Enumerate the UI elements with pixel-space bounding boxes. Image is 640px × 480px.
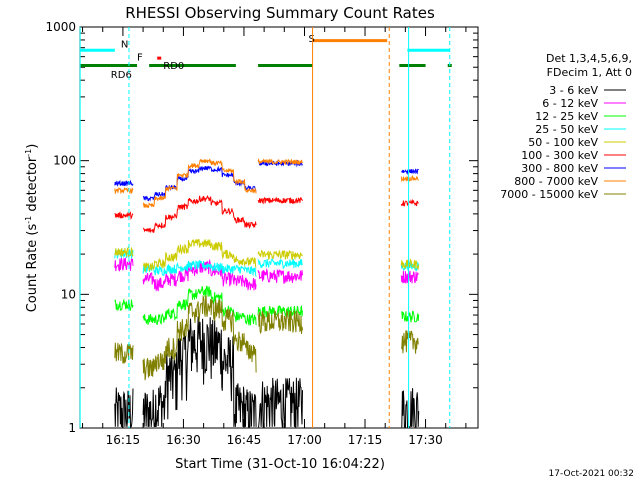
series-line-25-50keV: [257, 257, 303, 269]
legend-label: 300 - 800 keV: [521, 162, 598, 175]
series-line-12-25keV: [142, 285, 257, 326]
x-tick-label: 16:45: [227, 433, 262, 447]
flag-label-F: F: [137, 53, 143, 64]
x-tick-label: 17:00: [287, 433, 322, 447]
legend-label: 800 - 7000 keV: [514, 175, 598, 188]
x-tick-label: 16:30: [166, 433, 201, 447]
series-line-800-7000keV: [142, 158, 257, 208]
legend-label: 6 - 12 keV: [542, 97, 598, 110]
legend-label: 50 - 100 keV: [528, 136, 598, 149]
series-line-6-12keV: [400, 270, 419, 284]
series-line-300-800keV: [114, 179, 134, 187]
plot-area: 1 10 100 1000 16:15 16:30 16:45 17:00 17:15 17:30…: [45, 20, 479, 447]
y-tick-label: 100: [53, 154, 76, 168]
flag-label-RD0: RD0: [163, 61, 184, 72]
flag-label-S: S: [309, 34, 315, 45]
series-line-25-50keV: [142, 259, 257, 277]
series-line-300-800keV: [401, 168, 419, 176]
legend-label: 3 - 6 keV: [549, 84, 598, 97]
series-line-100-300keV: [257, 196, 303, 205]
series-line-100-300keV: [400, 198, 419, 207]
series-line-3-6keV: [114, 387, 134, 428]
legend-header-1: Det 1,3,4,5,6,9,: [546, 52, 632, 65]
series-line-50-100keV: [142, 239, 257, 272]
series-line-12-25keV: [401, 310, 420, 323]
series-line-7000-15000keV: [142, 294, 257, 381]
legend: Det 1,3,4,5,6,9, FDecim 1, Att 0 3 - 6 k…: [500, 52, 632, 201]
series-line-7000-15000keV: [114, 342, 134, 364]
series-line-7000-15000keV: [257, 309, 303, 335]
y-tick-label: 1000: [45, 20, 76, 34]
x-axis-label: Start Time (31-Oct-10 16:04:22): [175, 457, 385, 472]
legend-label: 7000 - 15000 keV: [500, 188, 598, 201]
series-line-3-6keV: [258, 377, 303, 428]
series-line-100-300keV: [143, 195, 257, 233]
series-line-300-800keV: [258, 159, 303, 168]
series-line-3-6keV: [142, 316, 257, 428]
x-tick-label: 17:15: [348, 433, 383, 447]
chart-title: RHESSI Observing Summary Count Rates: [125, 4, 435, 22]
series-line-12-25keV: [114, 298, 134, 312]
series-line-300-800keV: [142, 165, 257, 202]
footer-date: 17-Oct-2021 00:32: [549, 469, 634, 479]
series-line-25-50keV: [114, 248, 134, 259]
series-line-50-100keV: [400, 258, 420, 271]
series-line-3-6keV: [401, 388, 420, 429]
series-line-800-7000keV: [114, 187, 134, 195]
y-axis-label: Count Rate (s-1 detector-1): [24, 144, 40, 313]
series-line-50-100keV: [257, 249, 303, 261]
legend-label: 12 - 25 keV: [535, 110, 598, 123]
series-line-800-7000keV: [257, 157, 303, 166]
series-line-100-300keV: [114, 211, 134, 220]
plot-frame: [79, 26, 479, 429]
series-line-6-12keV: [257, 267, 303, 284]
y-tick-label: 10: [61, 287, 76, 301]
legend-label: 25 - 50 keV: [535, 123, 598, 136]
y-tick-label: 1: [68, 421, 76, 435]
series-line-800-7000keV: [400, 175, 419, 183]
series-line-12-25keV: [257, 304, 303, 318]
series-line-6-12keV: [114, 257, 134, 272]
flag-label-RD6: RD6: [111, 70, 132, 81]
flag-label-N: N: [121, 40, 128, 51]
series-line-50-100keV: [114, 246, 134, 258]
series-line-7000-15000keV: [400, 330, 419, 354]
legend-header-2: FDecim 1, Att 0: [547, 66, 632, 79]
legend-label: 100 - 300 keV: [521, 149, 598, 162]
x-tick-label: 16:15: [106, 433, 141, 447]
x-tick-label: 17:30: [408, 433, 443, 447]
